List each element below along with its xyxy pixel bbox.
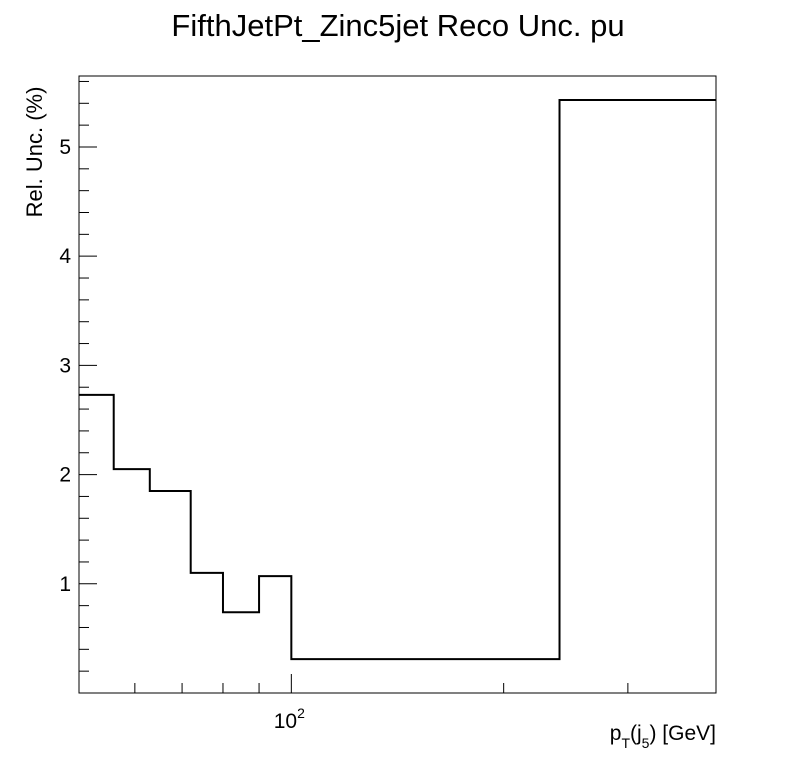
y-axis-label: Rel. Unc. (%) (22, 87, 47, 218)
x-axis-label-j: (j (630, 722, 642, 745)
x-axis-label: pT(j5) [GeV] (610, 722, 716, 751)
plot-frame (78, 75, 717, 694)
y-tick-label: 5 (59, 136, 71, 159)
x-tick-label: 102 (274, 705, 305, 733)
chart-title: FifthJetPt_Zinc5jet Reco Unc. pu (171, 8, 624, 43)
x-axis-label-unit: ) [GeV] (649, 722, 716, 745)
x-axis: 102 (134, 674, 629, 733)
y-tick-label: 1 (59, 573, 71, 596)
x-axis-label-sub-t: T (621, 735, 630, 751)
y-tick-label: 4 (59, 245, 71, 268)
y-axis: 1 2 3 4 5 (59, 80, 97, 672)
y-tick-label: 3 (59, 354, 71, 377)
histogram-series (79, 99, 716, 661)
x-axis-label-sub-5: 5 (642, 735, 650, 751)
x-axis-label-p: p (610, 722, 622, 745)
y-tick-label: 2 (59, 464, 71, 487)
